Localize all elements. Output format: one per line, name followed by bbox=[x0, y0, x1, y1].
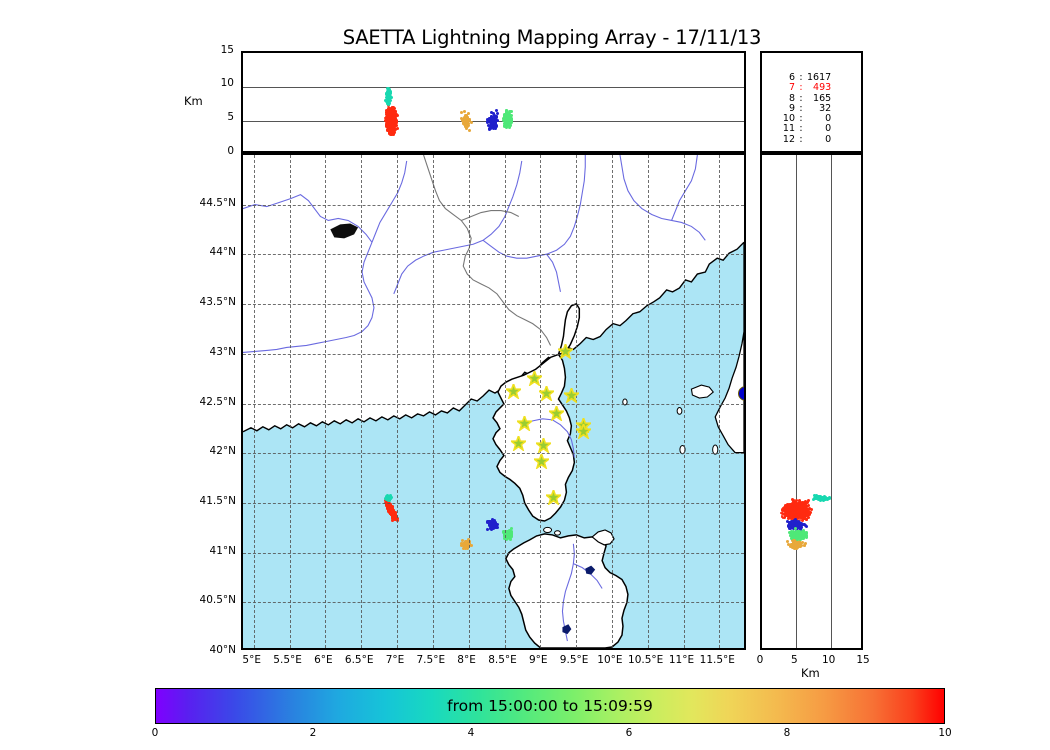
source-dot-top bbox=[392, 107, 396, 111]
source-dot-top bbox=[387, 90, 391, 94]
source-dot-top bbox=[384, 113, 388, 117]
stats-row: 7:493 bbox=[769, 82, 837, 94]
station-marker[interactable] bbox=[543, 488, 563, 507]
stats-row-value: 0 bbox=[825, 113, 832, 124]
station-marker[interactable] bbox=[555, 341, 575, 361]
source-dot-top bbox=[463, 110, 467, 114]
top-ytick-10: 10 bbox=[220, 77, 234, 89]
stats-row-value: 0 bbox=[825, 123, 832, 135]
source-dot-top bbox=[467, 128, 471, 132]
top-ytick-5: 5 bbox=[227, 111, 234, 123]
source-dot-top bbox=[385, 121, 388, 124]
source-dot-top bbox=[503, 121, 507, 125]
source-dot-top bbox=[393, 128, 397, 131]
altitude-latitude-panel bbox=[760, 153, 863, 650]
source-dot-top bbox=[462, 121, 466, 125]
station-marker[interactable] bbox=[509, 433, 529, 452]
altitude-longitude-panel bbox=[241, 51, 746, 153]
source-dot-top bbox=[494, 126, 498, 130]
source-dot-top bbox=[388, 94, 392, 98]
source-dot-top bbox=[467, 111, 471, 115]
right-panel-gridline bbox=[796, 155, 798, 648]
stats-row: 11: 0 bbox=[769, 123, 837, 135]
stats-table: 6:1617 7:493 8:165 9:32 10:0 11:0 12:0 bbox=[769, 72, 837, 145]
stats-row-key: 7 bbox=[788, 82, 795, 94]
source-dot-top bbox=[488, 127, 491, 131]
source-dot-top bbox=[466, 123, 470, 127]
source-dot-top bbox=[494, 109, 498, 113]
stats-row-value: 493 bbox=[813, 82, 832, 94]
right-panel-gridline bbox=[830, 155, 832, 648]
top-axis-label-km: Km bbox=[184, 94, 203, 108]
stats-row: 12: 0 bbox=[769, 133, 837, 145]
map-panel[interactable] bbox=[241, 153, 746, 650]
stats-row-key: 11 bbox=[782, 123, 795, 135]
top-panel-gridline bbox=[243, 87, 744, 88]
source-dot-top bbox=[385, 108, 389, 112]
source-dot-top bbox=[465, 116, 469, 120]
station-marker[interactable] bbox=[534, 435, 554, 454]
source-dot-top bbox=[386, 102, 390, 106]
stats-row-value: 0 bbox=[825, 133, 832, 145]
stats-row-value: 32 bbox=[819, 102, 832, 114]
top-ytick-15: 15 bbox=[220, 44, 234, 56]
source-dot-top bbox=[510, 121, 513, 124]
source-dot-top bbox=[396, 113, 400, 117]
source-dot-top bbox=[395, 127, 399, 131]
source-dot-top bbox=[391, 132, 395, 136]
source-dot-top bbox=[507, 110, 511, 114]
top-ytick-0: 0 bbox=[227, 145, 234, 157]
source-dot-top bbox=[469, 121, 473, 125]
source-dot-top bbox=[386, 107, 390, 111]
source-dot-top bbox=[393, 130, 396, 133]
source-dot-top bbox=[493, 116, 497, 120]
source-dot-top bbox=[507, 115, 511, 119]
reference-marker-dot[interactable] bbox=[737, 386, 744, 402]
source-dot-top bbox=[385, 119, 388, 122]
stats-row-sep: : bbox=[799, 133, 803, 145]
source-dot-right bbox=[810, 507, 814, 511]
station-marker[interactable] bbox=[514, 413, 535, 432]
station-marker[interactable] bbox=[546, 403, 566, 422]
stats-row-sep: : bbox=[799, 123, 803, 135]
source-dot-top bbox=[485, 119, 489, 123]
station-marker[interactable] bbox=[532, 451, 552, 470]
source-dot-top bbox=[387, 104, 391, 108]
station-solution-stats-panel: 6:1617 7:493 8:165 9:32 10:0 11:0 12:0 bbox=[760, 51, 863, 153]
station-marker[interactable] bbox=[524, 368, 545, 388]
source-dot-top bbox=[390, 123, 394, 127]
station-marker[interactable] bbox=[536, 383, 556, 403]
page-title: SAETTA Lightning Mapping Array - 17/11/1… bbox=[342, 26, 762, 49]
stats-row-sep: : bbox=[799, 82, 803, 94]
source-dot-top bbox=[392, 117, 396, 121]
station-marker[interactable] bbox=[503, 381, 523, 401]
station-marker[interactable] bbox=[573, 421, 593, 440]
source-dot-top bbox=[460, 111, 464, 114]
source-dot-top bbox=[394, 124, 398, 128]
source-dot-top bbox=[394, 112, 398, 116]
station-marker[interactable] bbox=[561, 385, 581, 404]
station-markers-layer bbox=[243, 155, 744, 648]
source-dot-top bbox=[394, 121, 398, 125]
source-dot-top bbox=[389, 133, 392, 136]
stats-row-key: 12 bbox=[782, 133, 795, 145]
